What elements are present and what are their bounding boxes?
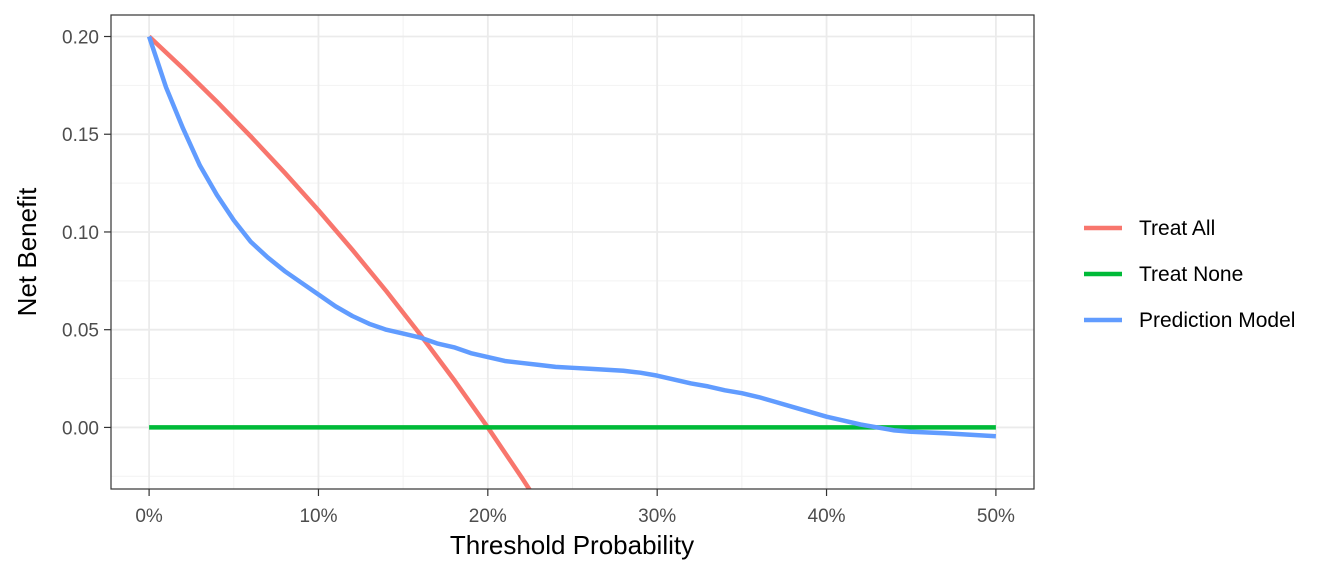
legend-label-prediction-model: Prediction Model — [1139, 309, 1295, 332]
x-tick-label: 30% — [638, 506, 676, 527]
x-axis-title: Threshold Probability — [450, 530, 694, 560]
y-tick-label: 0.15 — [62, 125, 99, 146]
y-tick-label: 0.00 — [62, 418, 99, 439]
y-tick-label: 0.10 — [62, 223, 99, 244]
series-line-prediction-model — [146, 35, 997, 439]
panel-border — [110, 14, 1035, 490]
axis-tick-labels: 0% 10% 20% 30% 40% 50% 0.00 0.05 0.10 0.15 0.20 — [62, 28, 1015, 527]
y-tick-label: 0.20 — [62, 28, 99, 49]
legend-label-treat-all: Treat All — [1139, 217, 1215, 240]
x-tick-label: 0% — [135, 506, 163, 527]
legend: Treat All Treat None Prediction Model — [1084, 217, 1295, 332]
x-tick-label: 10% — [299, 506, 337, 527]
series-lines — [146, 34, 997, 489]
grid-lines — [111, 15, 1034, 489]
y-axis-title: Net Benefit — [12, 187, 42, 316]
legend-label-treat-none: Treat None — [1139, 263, 1243, 286]
x-tick-label: 50% — [977, 506, 1015, 527]
y-tick-label: 0.05 — [62, 321, 99, 342]
x-tick-label: 40% — [808, 506, 846, 527]
x-tick-label: 20% — [469, 506, 507, 527]
axis-ticks — [104, 35, 997, 496]
